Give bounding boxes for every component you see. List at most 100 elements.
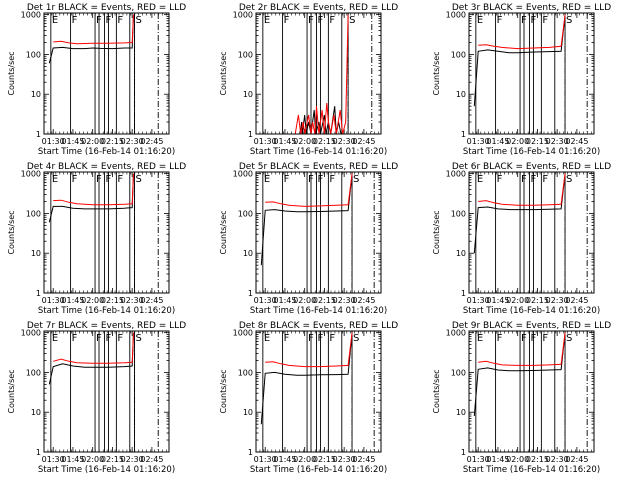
y-axis-label: Counts/sec: [219, 51, 228, 95]
y-axis-label: Counts/sec: [432, 51, 441, 95]
x-tick-label: 02:00: [81, 296, 104, 305]
x-tick-label: 02:45: [140, 296, 163, 305]
x-tick-label: 02:00: [81, 455, 104, 464]
event-label: E: [52, 15, 58, 26]
chart-det-3: Det 3r BLACK = Events, RED = LLD Counts/s…: [432, 3, 611, 157]
y-tick-label: 100: [238, 209, 253, 218]
event-label: S: [566, 15, 572, 26]
chart-title: Det 6r BLACK = Events, RED = LLD: [452, 162, 611, 172]
plot-frame: [468, 12, 595, 135]
event-label: F: [542, 333, 548, 344]
y-axis-label: Counts/sec: [7, 51, 16, 95]
x-tick-label: 02:00: [506, 296, 529, 305]
event-label: F: [497, 174, 503, 185]
event-label: F: [72, 174, 78, 185]
plot-frame: [468, 171, 595, 294]
event-label: F: [72, 15, 78, 26]
plot-frame: [255, 330, 382, 453]
x-tick-label: 01:30: [467, 296, 490, 305]
x-tick-label: 01:30: [42, 137, 65, 146]
y-tick-label: 10: [243, 90, 253, 99]
event-label: F: [542, 15, 548, 26]
chart-title: Det 2r BLACK = Events, RED = LLD: [239, 3, 398, 13]
x-tick-label: 02:45: [140, 137, 163, 146]
x-tick-label: 02:30: [546, 137, 569, 146]
x-tick-label: 01:30: [254, 455, 277, 464]
chart-title: Det 3r BLACK = Events, RED = LLD: [452, 3, 611, 13]
series-events-line: [260, 173, 353, 266]
event-label: E: [264, 15, 270, 26]
y-tick-label: 1: [461, 448, 466, 457]
y-tick-label: 10: [456, 90, 466, 99]
series-lld-line: [478, 332, 566, 366]
event-label: S: [136, 333, 142, 344]
y-tick-label: 1000: [446, 170, 466, 179]
series-lld-line: [53, 173, 134, 206]
chart-title: Det 5r BLACK = Events, RED = LLD: [239, 162, 398, 172]
event-label: E: [477, 333, 483, 344]
series-lld-line: [265, 173, 353, 207]
event-label: E: [477, 15, 483, 26]
y-tick-label: 10: [31, 408, 41, 417]
x-tick-label: 02:00: [293, 455, 316, 464]
y-tick-label: 10: [243, 249, 253, 258]
y-tick-label: 100: [238, 50, 253, 59]
x-axis-label: Start Time (16-Feb-14 01:16:20): [38, 465, 175, 475]
y-tick-label: 10: [456, 249, 466, 258]
event-label: F: [284, 15, 290, 26]
x-tick-label: 01:30: [467, 137, 490, 146]
x-axis-label: Start Time (16-Feb-14 01:16:20): [250, 465, 387, 475]
x-tick-label: 01:45: [61, 296, 84, 305]
chart-det-8: Det 8r BLACK = Events, RED = LLD Counts/s…: [219, 321, 398, 475]
event-label: E: [264, 174, 270, 185]
x-tick-label: 01:45: [486, 296, 509, 305]
y-tick-label: 100: [26, 50, 41, 59]
event-label: F: [72, 333, 78, 344]
event-label: S: [136, 15, 142, 26]
series-events-line: [260, 332, 353, 425]
event-label: F: [329, 174, 335, 185]
y-tick-label: 1: [248, 448, 253, 457]
series-events-line: [473, 173, 566, 254]
x-tick-label: 02:15: [101, 296, 124, 305]
y-tick-label: 1000: [446, 11, 466, 20]
event-label: E: [52, 174, 58, 185]
x-tick-label: 01:30: [254, 137, 277, 146]
y-tick-label: 10: [456, 408, 466, 417]
y-tick-label: 100: [238, 368, 253, 377]
y-tick-label: 1000: [233, 11, 253, 20]
x-tick-label: 02:30: [333, 296, 356, 305]
chart-title: Det 7r BLACK = Events, RED = LLD: [27, 321, 186, 331]
y-tick-label: 1000: [21, 329, 41, 338]
x-tick-label: 01:45: [486, 137, 509, 146]
series-events-line: [48, 14, 134, 64]
plot-frame: [43, 171, 170, 294]
event-label: S: [349, 15, 355, 26]
x-tick-label: 02:30: [121, 137, 144, 146]
y-tick-label: 1: [248, 130, 253, 139]
event-label: F: [284, 174, 290, 185]
event-label: F: [542, 174, 548, 185]
x-axis-label: Start Time (16-Feb-14 01:16:20): [250, 306, 387, 316]
chart-det-5: Det 5r BLACK = Events, RED = LLD Counts/s…: [219, 162, 398, 316]
plot-frame: [43, 330, 170, 453]
event-label: S: [136, 174, 142, 185]
series-events-line: [48, 173, 134, 223]
y-tick-label: 1: [248, 289, 253, 298]
y-tick-label: 100: [451, 209, 466, 218]
y-tick-label: 1000: [233, 329, 253, 338]
y-tick-label: 100: [451, 368, 466, 377]
y-axis-label: Counts/sec: [7, 210, 16, 254]
y-tick-label: 10: [31, 90, 41, 99]
y-tick-label: 1000: [21, 11, 41, 20]
x-tick-label: 01:45: [273, 137, 296, 146]
x-axis-label: Start Time (16-Feb-14 01:16:20): [38, 147, 175, 157]
x-tick-label: 02:45: [352, 455, 375, 464]
chart-title: Det 1r BLACK = Events, RED = LLD: [27, 3, 186, 13]
series-lld-line: [478, 14, 566, 50]
x-axis-label: Start Time (16-Feb-14 01:16:20): [463, 465, 600, 475]
plot-frame: [43, 12, 170, 135]
y-tick-label: 1: [36, 448, 41, 457]
x-tick-label: 02:30: [121, 455, 144, 464]
x-tick-label: 02:30: [546, 455, 569, 464]
